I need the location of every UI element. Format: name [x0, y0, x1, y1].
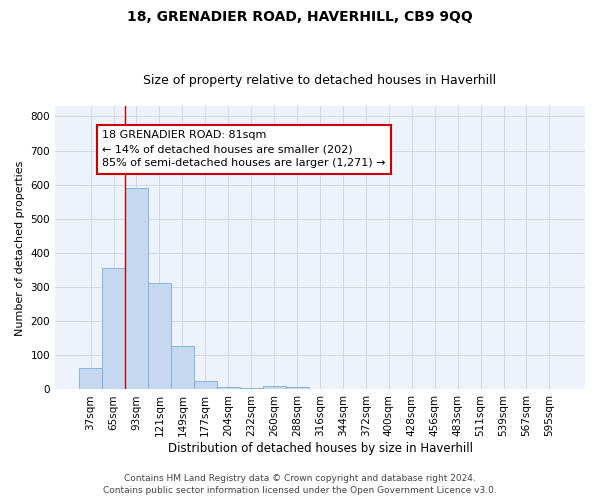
Bar	[194, 381, 217, 390]
Bar	[263, 386, 286, 390]
Text: Contains HM Land Registry data © Crown copyright and database right 2024.
Contai: Contains HM Land Registry data © Crown c…	[103, 474, 497, 495]
Bar	[171, 346, 194, 390]
Text: 18 GRENADIER ROAD: 81sqm
← 14% of detached houses are smaller (202)
85% of semi-: 18 GRENADIER ROAD: 81sqm ← 14% of detach…	[102, 130, 386, 168]
Bar	[286, 386, 308, 390]
X-axis label: Distribution of detached houses by size in Haverhill: Distribution of detached houses by size …	[167, 442, 473, 455]
Y-axis label: Number of detached properties: Number of detached properties	[15, 160, 25, 336]
Bar	[240, 388, 263, 390]
Bar	[102, 268, 125, 390]
Bar	[148, 283, 171, 390]
Bar	[79, 368, 102, 390]
Title: Size of property relative to detached houses in Haverhill: Size of property relative to detached ho…	[143, 74, 497, 87]
Bar	[217, 386, 240, 390]
Text: 18, GRENADIER ROAD, HAVERHILL, CB9 9QQ: 18, GRENADIER ROAD, HAVERHILL, CB9 9QQ	[127, 10, 473, 24]
Bar	[125, 188, 148, 390]
